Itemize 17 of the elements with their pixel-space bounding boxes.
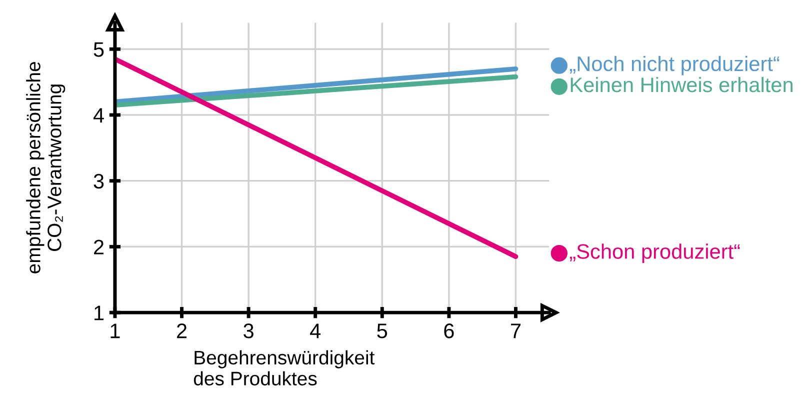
x-axis-title: Begehrenswürdigkeit des Produktes	[194, 350, 375, 386]
y-tick-label: 5	[94, 42, 104, 57]
y-tick-label: 1	[94, 306, 104, 320]
x-tick-label: 5	[377, 324, 388, 338]
legend-label: „Noch nicht produziert“	[570, 56, 780, 76]
y-tick-label: 3	[94, 174, 104, 189]
y-tick-label: 4	[93, 108, 104, 123]
x-tick-label: 4	[310, 324, 321, 338]
x-tick-label: 1	[110, 324, 120, 338]
y-axis-title: empfundene persönliche CO₂-Verantwortung	[26, 62, 66, 274]
x-tick-label: 6	[444, 324, 454, 338]
y-tick-label: 2	[94, 240, 104, 254]
legend-label: „Schon produziert“	[570, 244, 740, 264]
legend-label: Keinen Hinweis erhalten	[570, 76, 792, 92]
x-tick-label: 2	[177, 324, 187, 338]
x-tick-label: 7	[511, 324, 520, 338]
x-tick-label: 3	[244, 324, 254, 338]
